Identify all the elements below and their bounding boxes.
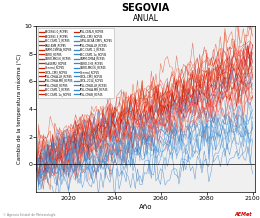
Text: AEMet: AEMet — [235, 212, 252, 217]
Text: © Agencia Estatal de Meteorología: © Agencia Estatal de Meteorología — [3, 213, 55, 217]
Y-axis label: Cambio de la temperatura máxima (°C): Cambio de la temperatura máxima (°C) — [16, 54, 22, 164]
Text: SEGOVIA: SEGOVIA — [121, 3, 170, 13]
Legend: ACCESS1.0_RCP85, ACCESS1.3_RCP85, BCC-CSM1.1_RCP85, BNU-ESM_RCP85, CNRM-CSM5A_RC: ACCESS1.0_RCP85, ACCESS1.3_RCP85, BCC-CS… — [38, 28, 114, 98]
X-axis label: Año: Año — [139, 204, 152, 210]
Text: ANUAL: ANUAL — [133, 14, 159, 23]
